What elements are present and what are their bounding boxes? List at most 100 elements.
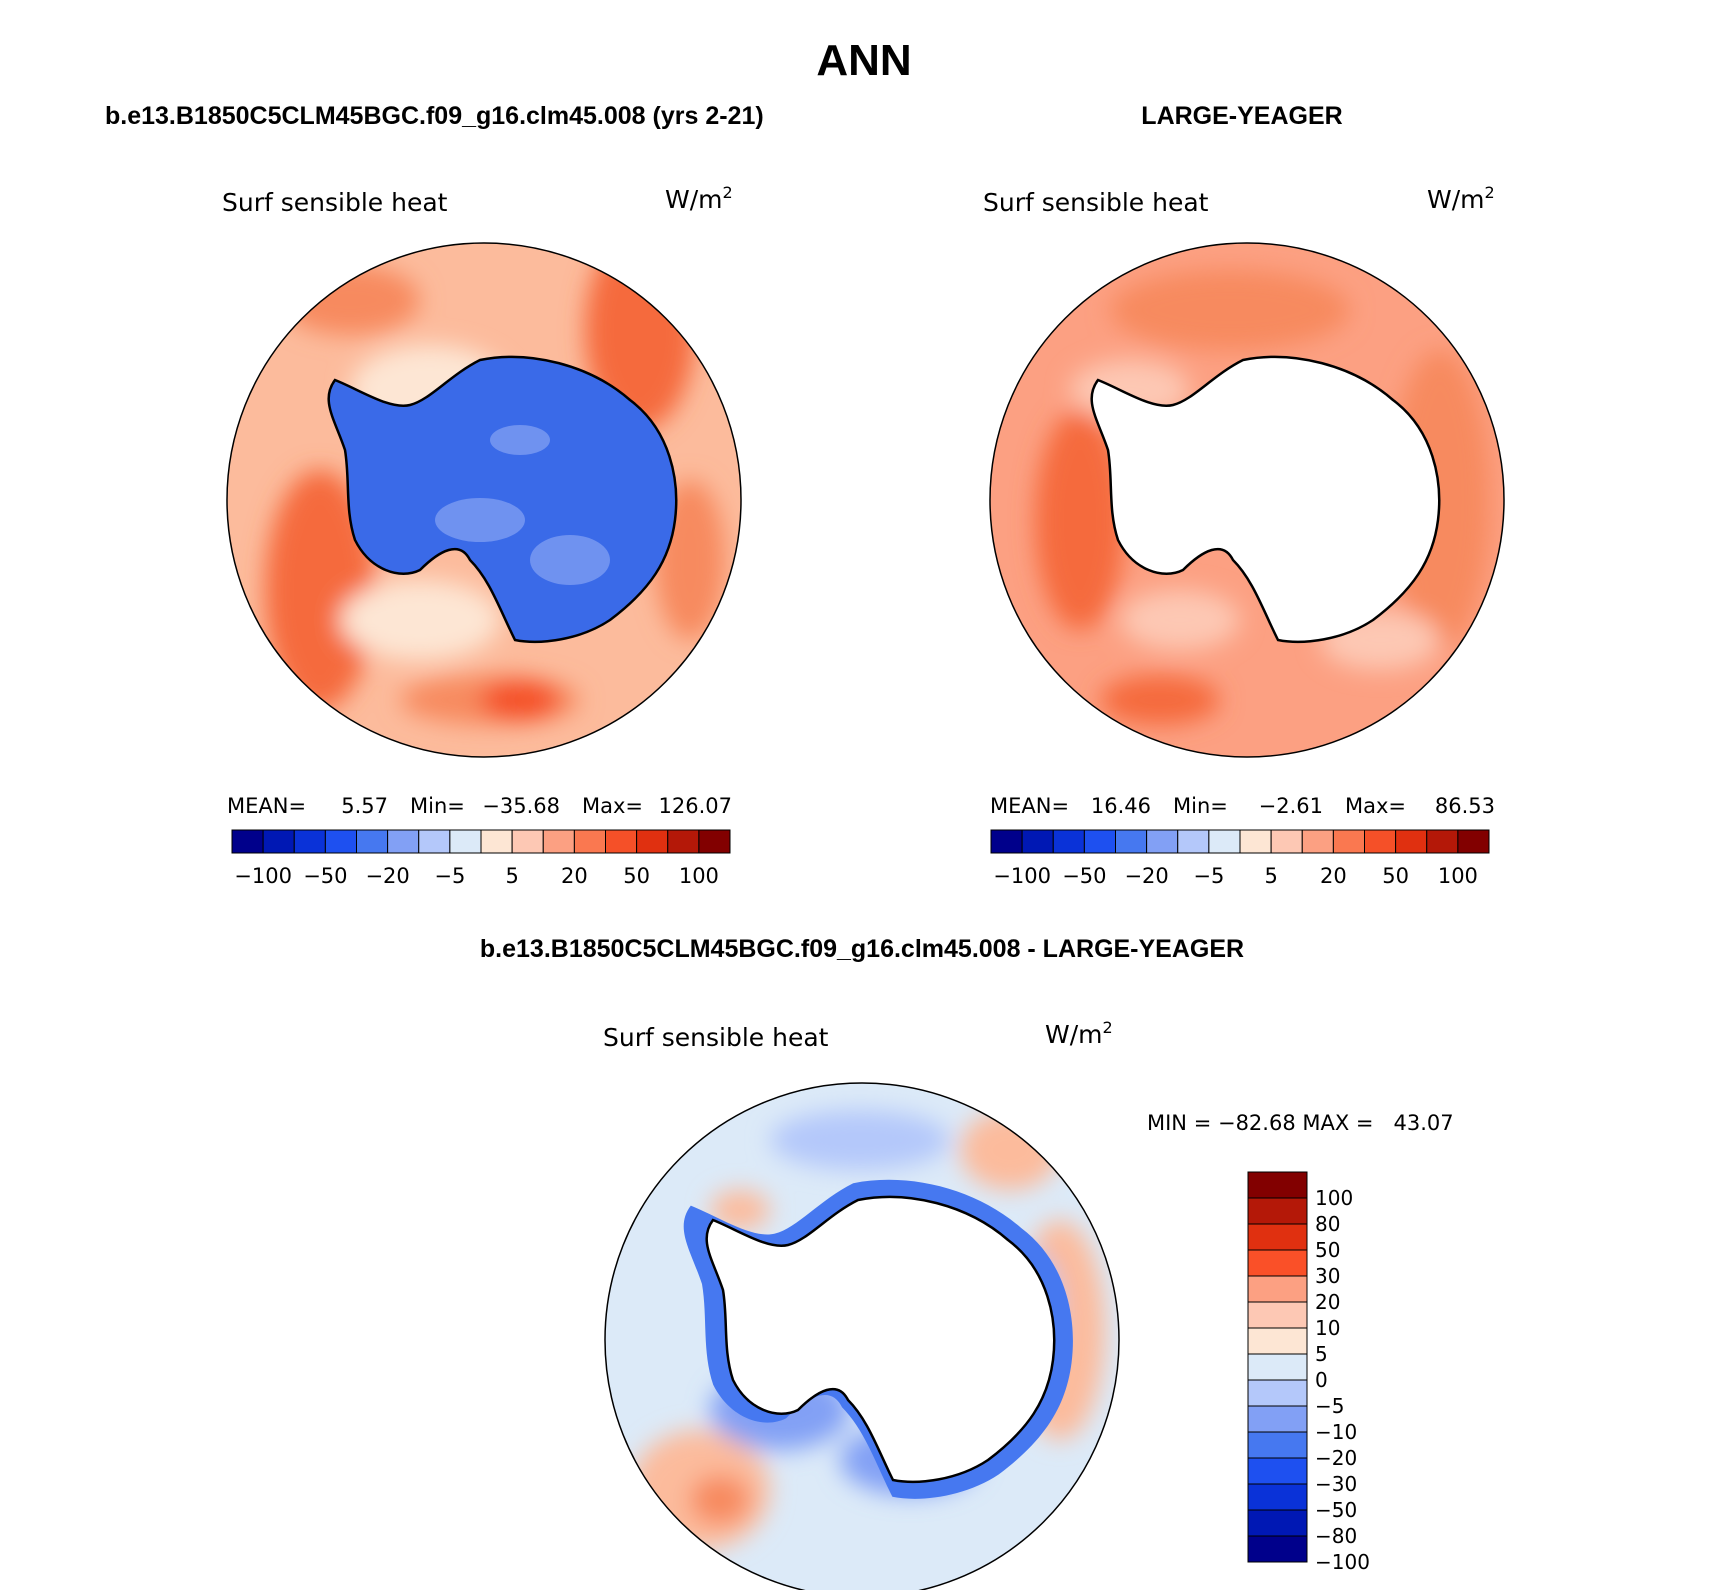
svg-text:16.46: 16.46 — [1091, 794, 1151, 818]
panel-model-units: W/m2 — [665, 183, 733, 214]
panel-model-boundary — [226, 242, 742, 758]
panel-model-title: b.e13.B1850C5CLM45BGC.f09_g16.clm45.008 … — [105, 102, 764, 130]
panel-obs-title: LARGE-YEAGER — [1141, 102, 1342, 130]
svg-text:Max=: Max= — [582, 794, 643, 818]
svg-text:MEAN=: MEAN= — [990, 794, 1069, 818]
panel-diff-colorbar-tick-label: 80 — [1315, 1212, 1340, 1236]
panel-model-colorbar-swatch — [636, 829, 669, 854]
panel-obs-colorbar-tick-label: −50 — [1062, 864, 1106, 888]
panel-model-colorbar-swatch — [324, 829, 357, 854]
panel-diff-colorbar-tick-label: 5 — [1315, 1342, 1328, 1366]
panel-model-colorbar-swatch — [418, 829, 451, 854]
svg-text:−35.68: −35.68 — [482, 794, 560, 818]
panel-obs-colorbar-swatch — [1270, 829, 1303, 854]
svg-text:126.07: 126.07 — [659, 794, 732, 818]
panel-model-colorbar-tick-label: 50 — [623, 864, 650, 888]
panel-obs-colorbar-tick-label: −100 — [993, 864, 1051, 888]
panel-obs-colorbar-tick-label: −5 — [1193, 864, 1224, 888]
panel-diff-colorbar-tick-label: 50 — [1315, 1238, 1340, 1262]
panel-model-colorbar: −100 −50 −20 −5 5 20 50 100 — [231, 829, 731, 888]
panel-diff-variable: Surf sensible heat — [603, 1023, 829, 1052]
panel-diff-colorbar-tick-label: −5 — [1315, 1394, 1344, 1418]
panel-diff-colorbar-swatch — [1247, 1301, 1308, 1329]
panel-diff-colorbar-tick-label: −30 — [1315, 1472, 1357, 1496]
panel-diff-colorbar-tick-label: −20 — [1315, 1446, 1357, 1470]
panel-obs-colorbar-swatch — [1115, 829, 1148, 854]
panel-obs-colorbar-swatch — [1332, 829, 1365, 854]
panel-model-colorbar-tick-label: 20 — [561, 864, 588, 888]
svg-text:Max=: Max= — [1345, 794, 1406, 818]
panel-diff-colorbar-tick-label: −80 — [1315, 1524, 1357, 1548]
panel-diff-colorbar-tick-label: 20 — [1315, 1290, 1340, 1314]
panel-obs-colorbar-swatch — [1208, 829, 1241, 854]
panel-obs-colorbar-tick-label: −20 — [1124, 864, 1168, 888]
panel-model-map — [227, 243, 741, 757]
panel-obs-colorbar-tick-label: 20 — [1320, 864, 1347, 888]
panel-diff-colorbar-swatch — [1247, 1483, 1308, 1511]
panel-diff: b.e13.B1850C5CLM45BGC.f09_g16.clm45.008 … — [480, 935, 1454, 1590]
panel-diff-title: b.e13.B1850C5CLM45BGC.f09_g16.clm45.008 … — [480, 935, 1244, 963]
panel-obs-colorbar: −100 −50 −20 −5 5 20 50 100 — [990, 829, 1490, 888]
panel-model-colorbar-tick-label: −20 — [365, 864, 409, 888]
panel-obs-colorbar-swatch — [1301, 829, 1334, 854]
panel-diff-colorbar-swatch — [1247, 1509, 1308, 1537]
panel-diff-units: W/m2 — [1045, 1018, 1113, 1049]
svg-text:Min=: Min= — [1173, 794, 1228, 818]
panel-diff-colorbar-swatch — [1247, 1431, 1308, 1459]
panel-model-colorbar-swatch — [262, 829, 295, 854]
panel-model-colorbar-swatch — [667, 829, 700, 854]
panel-obs-colorbar-swatch — [1177, 829, 1210, 854]
panel-model-colorbar-swatch — [542, 829, 575, 854]
panel-obs-colorbar-swatch — [990, 829, 1023, 854]
panel-diff-minmax: MIN = −82.68 MAX = 43.07 — [1147, 1111, 1454, 1135]
panel-model-colorbar-swatch — [511, 829, 544, 854]
svg-text:86.53: 86.53 — [1435, 794, 1495, 818]
panel-diff-colorbar-swatch — [1247, 1249, 1308, 1277]
panel-diff-colorbar-swatch — [1247, 1379, 1308, 1407]
figure-title: ANN — [816, 36, 911, 85]
panel-diff-colorbar-swatch — [1247, 1457, 1308, 1485]
panel-obs-boundary — [989, 242, 1505, 758]
panel-model-colorbar-tick-label: 5 — [505, 864, 518, 888]
panel-model-colorbar-swatch — [573, 829, 606, 854]
panel-diff-colorbar-tick-label: 0 — [1315, 1368, 1328, 1392]
svg-text:5.57: 5.57 — [341, 794, 388, 818]
panel-diff-colorbar-swatch — [1247, 1171, 1308, 1199]
panel-obs-units: W/m2 — [1427, 183, 1495, 214]
panel-obs-colorbar-swatch — [1457, 829, 1490, 854]
svg-text:−2.61: −2.61 — [1259, 794, 1323, 818]
panel-obs-colorbar-swatch — [1395, 829, 1428, 854]
panel-model-colorbar-swatch — [698, 829, 731, 854]
panel-diff-colorbar-swatch — [1247, 1353, 1308, 1381]
panel-model-colorbar-swatch — [449, 829, 482, 854]
panel-model-stats: MEAN= 5.57 Min= −35.68 Max= 126.07 — [227, 794, 732, 818]
panel-diff-colorbar-tick-label: 30 — [1315, 1264, 1340, 1288]
panel-diff-colorbar-swatch — [1247, 1275, 1308, 1303]
panel-diff-colorbar-swatch — [1247, 1327, 1308, 1355]
panel-obs-colorbar-tick-label: 5 — [1264, 864, 1277, 888]
panel-obs-colorbar-swatch — [1426, 829, 1459, 854]
panel-model-variable: Surf sensible heat — [222, 188, 448, 217]
panel-model-colorbar-swatch — [605, 829, 638, 854]
panel-diff-colorbar-swatch — [1247, 1405, 1308, 1433]
panel-model: b.e13.B1850C5CLM45BGC.f09_g16.clm45.008 … — [105, 102, 764, 888]
panel-obs-colorbar-tick-label: 100 — [1438, 864, 1478, 888]
panel-obs-variable: Surf sensible heat — [983, 188, 1209, 217]
panel-obs-colorbar-swatch — [1021, 829, 1054, 854]
panel-model-colorbar-tick-label: −50 — [303, 864, 347, 888]
panel-obs-map — [990, 243, 1504, 757]
panel-diff-colorbar-swatch — [1247, 1197, 1308, 1225]
panel-diff-colorbar-tick-label: −10 — [1315, 1420, 1357, 1444]
panel-obs-colorbar-swatch — [1052, 829, 1085, 854]
panel-diff-colorbar-tick-label: 10 — [1315, 1316, 1340, 1340]
panel-obs-colorbar-swatch — [1146, 829, 1179, 854]
panel-obs-colorbar-swatch — [1083, 829, 1116, 854]
svg-text:Min=: Min= — [410, 794, 465, 818]
panel-model-colorbar-swatch — [293, 829, 326, 854]
panel-diff-colorbar-swatch — [1247, 1223, 1308, 1251]
panel-obs-colorbar-tick-label: 50 — [1382, 864, 1409, 888]
panel-model-colorbar-tick-label: −100 — [234, 864, 292, 888]
panel-diff-colorbar-tick-label: −50 — [1315, 1498, 1357, 1522]
